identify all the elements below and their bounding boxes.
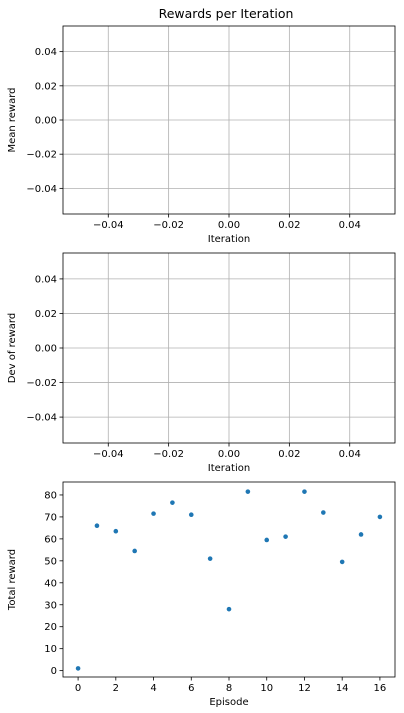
data-point: [75, 666, 81, 671]
y-tick-label: 0.02: [35, 81, 57, 92]
data-point: [132, 548, 137, 554]
axes-frame: [62, 481, 396, 678]
chart-title: Rewards per Iteration: [159, 6, 294, 21]
x-tick-label: 0.00: [218, 449, 240, 460]
x-tick-label: 0.02: [278, 449, 300, 460]
x-tick-label: 8: [226, 683, 232, 694]
y-tick-label: 30: [44, 600, 57, 611]
x-tick-label: 0.04: [339, 449, 361, 460]
x-tick-label: 12: [298, 683, 311, 694]
y-tick-label: 50: [44, 556, 57, 567]
axes-dev-reward: −0.04 −0.02 0.00 0.02 0.04 0.04 0.02 0.00 −0.02 −…: [7, 252, 396, 474]
x-tick-label: −0.02: [153, 449, 184, 460]
data-point: [339, 559, 345, 565]
axes-total-reward: 0 2 4 6 8 10 12 14 16 0 10 20 30 40 50 60 70 80 Episode Tot…: [7, 481, 396, 708]
y-tick-label: 0.00: [35, 344, 57, 355]
x-axis-label: Iteration: [208, 234, 250, 245]
y-axis-label: Total reward: [7, 549, 18, 611]
x-tick-label: −0.04: [93, 449, 124, 460]
x-tick-label: −0.04: [93, 220, 124, 231]
x-tick-label: 16: [374, 683, 387, 694]
y-tick-label: 10: [44, 644, 57, 655]
x-tick-label: 0: [75, 683, 81, 694]
x-tick-label: 0.02: [278, 220, 300, 231]
data-point: [188, 512, 194, 518]
y-tick-label: 0: [51, 666, 57, 677]
y-tick-label: 0.04: [35, 47, 57, 58]
data-point: [321, 510, 326, 515]
x-tick-label: −0.02: [153, 220, 184, 231]
y-tick-label: 60: [44, 534, 57, 545]
data-point: [283, 534, 288, 539]
data-point: [358, 532, 364, 537]
data-point: [377, 514, 383, 520]
y-axis-label: Dev of reward: [7, 313, 18, 383]
data-point: [302, 489, 307, 494]
x-tick-label: 0.04: [339, 220, 361, 231]
data-point: [207, 556, 213, 561]
y-tick-label: −0.02: [26, 150, 57, 161]
x-tick-label: 14: [336, 683, 349, 694]
data-point: [151, 511, 156, 516]
x-tick-label: 10: [260, 683, 273, 694]
data-point: [245, 489, 251, 494]
data-point: [170, 500, 175, 505]
x-tick-label: 2: [113, 683, 119, 694]
y-tick-label: 40: [44, 578, 57, 589]
data-point: [264, 537, 270, 543]
x-axis-label: Episode: [209, 697, 248, 708]
x-tick-label: 0.00: [218, 220, 240, 231]
data-point: [94, 523, 100, 528]
x-tick-label: 6: [188, 683, 194, 694]
y-tick-label: 0.00: [35, 116, 57, 127]
data-point: [226, 606, 232, 612]
y-tick-label: −0.02: [26, 378, 57, 389]
x-tick-label: 4: [150, 683, 156, 694]
y-tick-label: 0.04: [35, 274, 57, 285]
y-tick-label: 20: [44, 622, 57, 633]
y-tick-label: −0.04: [26, 413, 57, 424]
y-tick-label: 80: [44, 490, 57, 501]
y-tick-label: −0.04: [26, 184, 57, 195]
axes-mean-reward: −0.04 −0.02 0.00 0.02 0.04 0.04 0.02 0.00 −0.02 −…: [7, 25, 396, 245]
data-point: [113, 528, 119, 534]
y-tick-label: 0.02: [35, 309, 57, 320]
y-tick-label: 70: [44, 512, 57, 523]
y-axis-label: Mean reward: [7, 87, 18, 152]
x-axis-label: Iteration: [208, 463, 250, 474]
